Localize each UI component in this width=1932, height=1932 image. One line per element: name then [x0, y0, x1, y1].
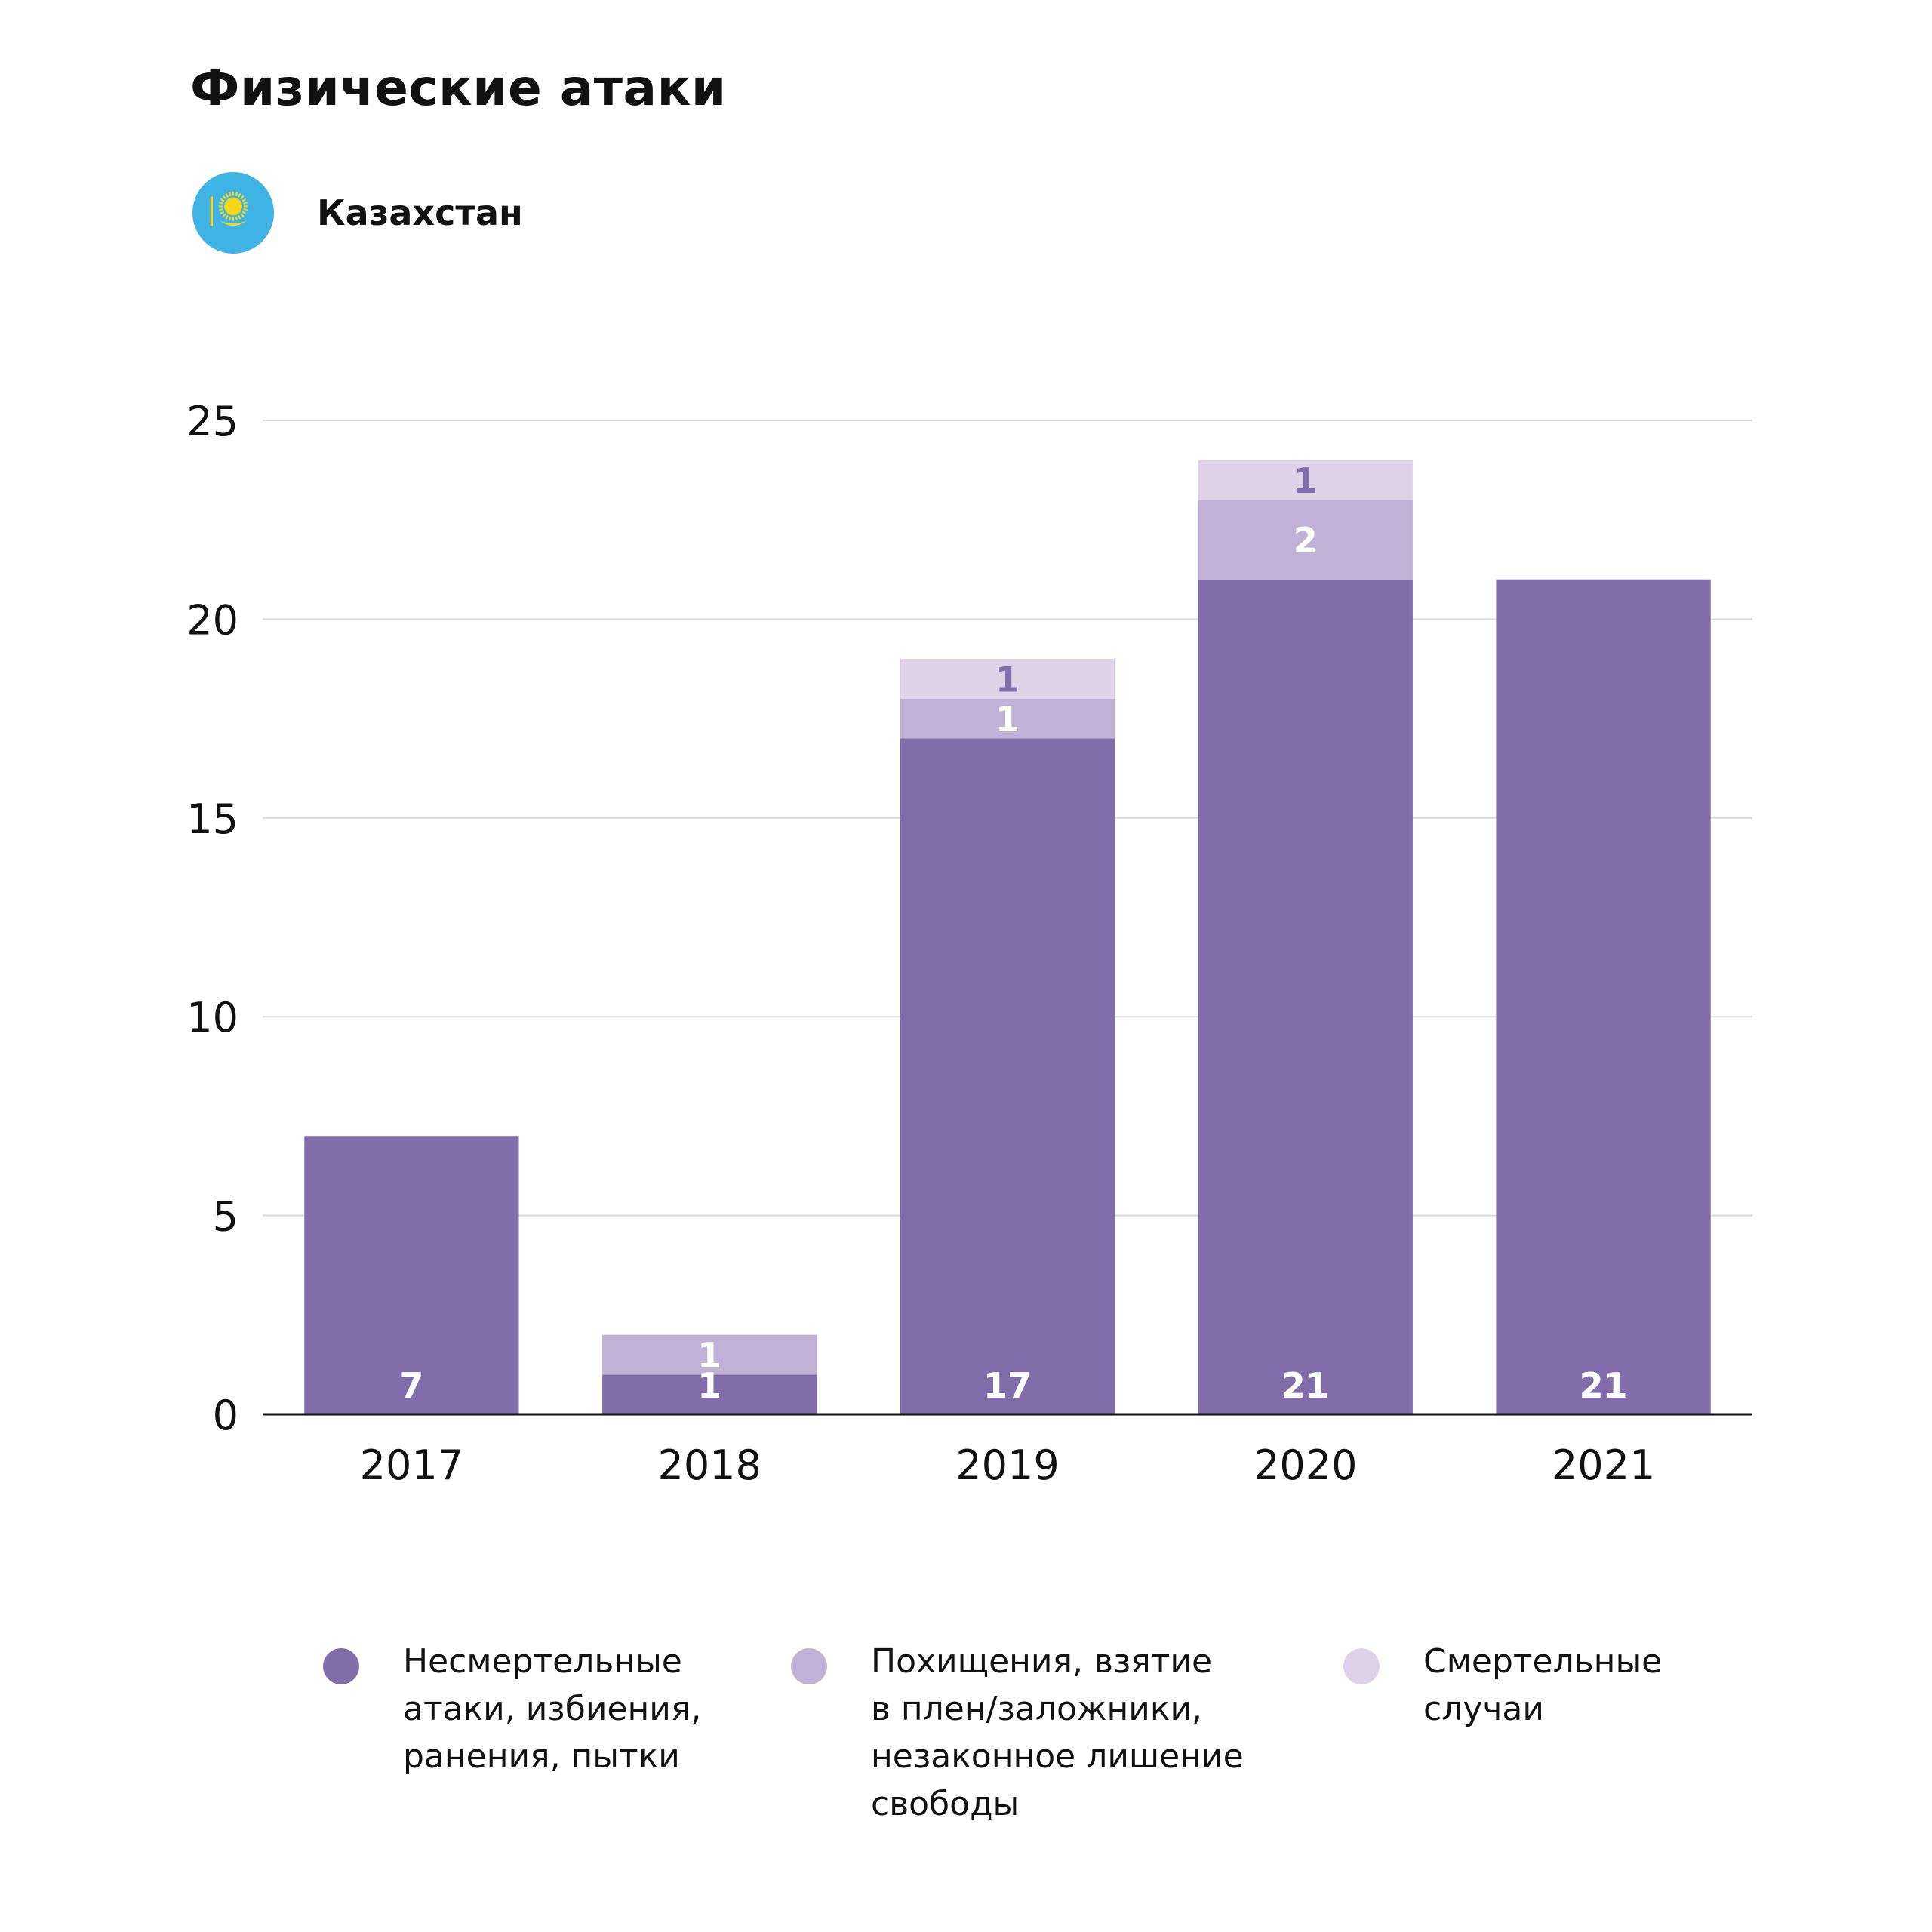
legend-swatch-non-lethal [323, 1648, 359, 1684]
bar-segment [900, 659, 1115, 699]
x-tick-label: 2021 [1552, 1441, 1655, 1489]
chart-title: Физические атаки [190, 59, 727, 117]
legend-label-kidnapping: Похищения, взятие в плен/заложники, неза… [871, 1642, 1244, 1823]
legend-label-non-lethal: Несмертельные атаки, избиения, ранения, … [403, 1642, 702, 1776]
country-header: Казахстан [192, 172, 523, 254]
bar-value-label: 2 [1294, 520, 1318, 561]
bar-value-label: 21 [1580, 1365, 1628, 1406]
bar-segment [1198, 460, 1413, 500]
bar-segment [900, 738, 1115, 1414]
bar-segment [602, 1334, 817, 1375]
y-tick-label: 5 [213, 1193, 238, 1241]
bar-segment [1198, 579, 1413, 1414]
x-tick-label: 2019 [955, 1441, 1059, 1489]
bar-value-label: 1 [1294, 460, 1318, 501]
legend-item-non-lethal: Несмертельные атаки, избиения, ранения, … [323, 1638, 701, 1780]
bar-segment [900, 698, 1115, 739]
x-axis-ticks: 2017 2018 2019 2020 2021 [360, 1441, 1656, 1489]
bar-value-label: 7 [399, 1365, 423, 1406]
y-tick-label: 25 [186, 398, 238, 445]
bar-value-label: 21 [1281, 1365, 1330, 1406]
legend-swatch-kidnapping [791, 1648, 827, 1684]
y-tick-label: 15 [186, 795, 238, 843]
y-tick-label: 20 [186, 596, 238, 644]
bar-segment [602, 1374, 817, 1414]
legend-label-fatal: Смертельные случаи [1423, 1642, 1663, 1728]
bar-value-label: 1 [697, 1335, 721, 1376]
x-tick-label: 2020 [1254, 1441, 1357, 1489]
country-name: Казахстан [317, 192, 523, 233]
bar-value-label: 1 [697, 1365, 721, 1406]
bar-segment [304, 1136, 519, 1414]
legend: Несмертельные атаки, избиения, ранения, … [0, 1638, 1932, 1849]
bar-segment [1496, 579, 1711, 1414]
y-axis-ticks: 0 5 10 15 20 25 [186, 398, 238, 1439]
y-tick-label: 0 [213, 1392, 238, 1439]
bars [304, 460, 1711, 1414]
x-tick-label: 2017 [360, 1441, 463, 1489]
bar-value-label: 1 [995, 659, 1020, 700]
bar-value-label: 1 [995, 699, 1020, 740]
bar-segment [1198, 500, 1413, 580]
bar-value-label: 17 [983, 1365, 1032, 1406]
legend-swatch-fatal [1343, 1648, 1380, 1684]
y-tick-label: 10 [186, 994, 238, 1041]
legend-item-kidnapping: Похищения, взятие в плен/заложники, неза… [791, 1638, 1244, 1828]
legend-item-fatal: Смертельные случаи [1343, 1638, 1662, 1733]
kazakhstan-flag-icon [192, 172, 274, 254]
x-tick-label: 2018 [657, 1441, 761, 1489]
